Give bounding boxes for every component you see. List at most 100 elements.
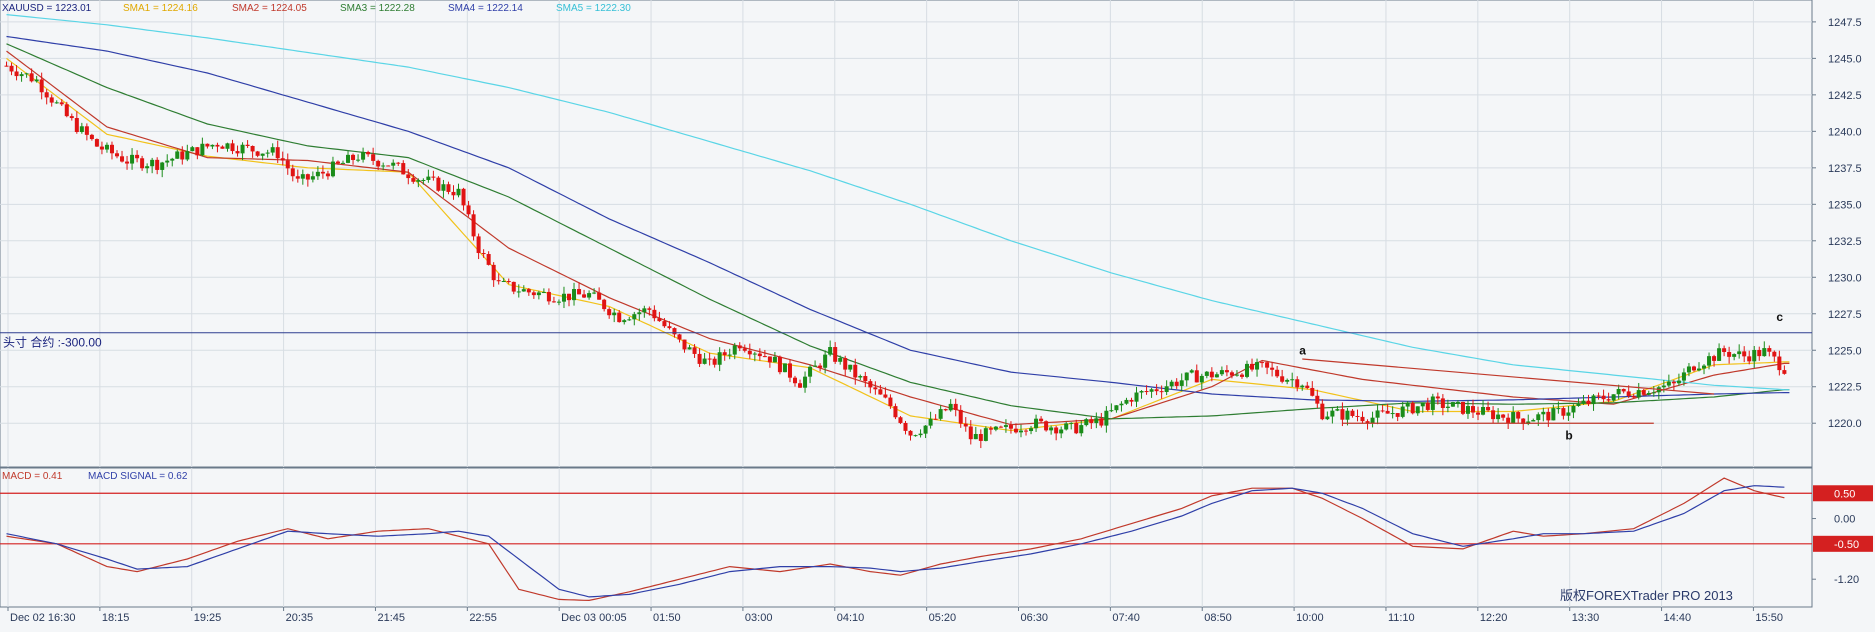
candle-body [958,409,963,424]
candle-body [1767,348,1772,352]
candle-body [632,314,637,320]
macd-legend: MACD = 0.41 MACD SIGNAL = 0.62 [2,471,188,482]
candle-body [1501,414,1506,418]
candle-body [868,381,873,388]
legend-sma2: SMA2 = 1224.05 [232,3,307,14]
candle-body [74,118,79,133]
candlesticks [4,61,1787,449]
candle-body [396,162,401,164]
candle-body [1104,410,1109,426]
macd-lines [6,477,1785,602]
candle-body [1712,356,1717,361]
candle-body [300,174,305,179]
y-tick-label: 1240.0 [1828,126,1862,138]
candle-body [1234,374,1239,376]
candle-body [1029,428,1034,432]
copyright-text: 版权FOREXTrader PRO 2013 [1560,588,1733,603]
candle-body [1626,391,1631,397]
annotation-label-c: c [1776,310,1783,324]
candle-body [923,425,928,434]
candle-body [1616,388,1621,395]
candle-body [335,161,340,164]
candle-body [1516,412,1521,419]
candle-body [627,319,632,321]
y-tick-label: 1232.5 [1828,236,1862,248]
candle-body [1681,372,1686,381]
candle-body [1430,396,1435,410]
candle-body [662,321,667,327]
candle-body [4,65,9,67]
candle-body [1290,379,1295,381]
candle-body [757,353,762,357]
candle-body [1219,370,1224,375]
candle-body [471,214,476,237]
candle-body [205,143,210,147]
candle-body [737,345,742,349]
candle-body [1305,385,1310,388]
candle-body [406,174,411,179]
candle-body [1280,376,1285,382]
candle-body [140,158,145,169]
candle-body [275,147,280,159]
candle-body [677,334,682,340]
legend-macd: MACD = 0.41 [2,471,63,482]
candle-body [1415,406,1420,414]
candle-body [104,144,109,150]
candle-body [607,309,612,316]
candle-body [983,428,988,441]
candle-body [1199,375,1204,383]
candle-body [1320,403,1325,420]
candle-body [180,151,185,160]
candle-body [953,403,958,410]
candle-body [431,176,436,178]
candle-body [280,158,285,161]
candle-body [526,289,531,293]
candle-body [712,358,717,365]
x-tick-label: 03:00 [745,612,773,624]
x-tick-label: 11:10 [1388,612,1415,624]
candle-body [1420,402,1425,407]
candle-body [1450,402,1455,407]
candle-body [99,146,104,150]
candle-body [371,154,376,161]
candle-body [767,356,772,363]
legend-symbol: XAUUSD = 1223.01 [2,3,92,14]
candle-body [878,389,883,395]
candle-body [446,184,451,192]
candle-body [993,426,998,430]
candle-body [265,152,270,154]
candle-body [657,318,662,322]
candle-body [1651,392,1656,394]
candle-body [220,146,225,149]
ma-line-sma3 [6,43,1790,420]
candle-body [918,433,923,436]
candle-body [340,162,346,164]
candle-body [873,387,878,390]
price-grid [0,0,1812,467]
candle-body [968,426,973,440]
candle-body [963,423,968,427]
candle-body [1275,369,1280,377]
candle-body [1762,348,1767,357]
candle-body [1586,400,1591,405]
candle-body [1315,395,1320,404]
candle-body [1114,405,1119,411]
x-tick-label: 22:55 [469,612,497,624]
candle-body [24,73,29,75]
candle-body [1084,419,1089,426]
candle-body [1440,398,1445,408]
candle-body [1757,349,1762,357]
candle-body [1380,410,1385,412]
candle-body [808,366,813,377]
candle-body [888,397,893,407]
candle-body [1074,422,1079,434]
trendlines [1302,358,1715,424]
candle-body [496,280,501,282]
candle-body [566,293,572,301]
candle-body [1531,420,1536,422]
candle-body [1239,374,1244,377]
candle-body [978,434,983,441]
y-tick-label: 1247.5 [1828,17,1862,29]
candle-body [1169,381,1174,387]
legend-sma1: SMA1 = 1224.16 [123,3,198,14]
